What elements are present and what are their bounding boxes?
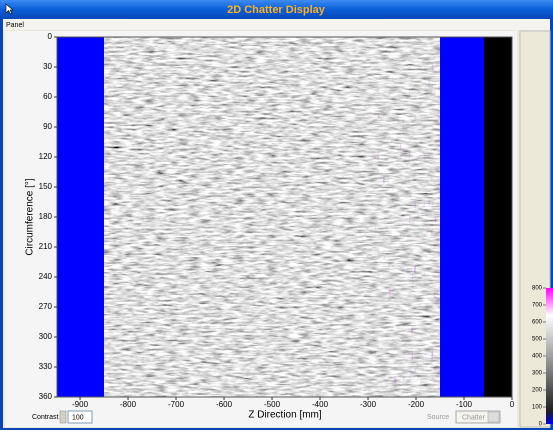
masked-region (57, 37, 104, 397)
title-bar (0, 0, 553, 19)
x-tick-label: -300 (360, 400, 377, 409)
y-tick-label: 180 (39, 212, 53, 221)
x-tick-label: 0 (510, 400, 515, 409)
source-value: Chatter (462, 414, 486, 421)
y-tick-label: 120 (39, 152, 53, 161)
y-tick-label: 240 (39, 272, 53, 281)
y-tick-label: 60 (43, 92, 52, 101)
y-tick-label: 30 (43, 62, 52, 71)
colorbar-tick-label: 600 (532, 320, 543, 326)
colorbar-tick-label: 100 (532, 405, 543, 411)
x-tick-label: -500 (264, 400, 281, 409)
x-tick-label: -800 (120, 400, 137, 409)
contrast-label: Contrast (32, 414, 59, 421)
x-tick-label: -900 (72, 400, 89, 409)
colorbar-tick-label: 700 (532, 303, 543, 309)
chatter-marks (375, 37, 440, 397)
y-tick-label: 150 (39, 182, 53, 191)
contrast-value: 100 (72, 414, 84, 421)
x-tick-label: -200 (408, 400, 425, 409)
image (57, 37, 512, 397)
y-tick-label: 360 (39, 392, 53, 401)
y-tick-label: 0 (48, 32, 53, 41)
colorbar-tick-label: 800 (532, 286, 543, 292)
x-tick-label: -600 (216, 400, 233, 409)
contrast-input[interactable] (67, 410, 93, 424)
side-panel (519, 30, 551, 428)
y-tick-label: 90 (43, 122, 52, 131)
colorbar-tick-label: 400 (532, 354, 543, 360)
source-label: Source (427, 414, 449, 421)
window-title: 2D Chatter Display (227, 4, 326, 16)
masked-region (484, 37, 512, 397)
dropdown-button[interactable] (487, 411, 500, 423)
menu-item[interactable]: Panel (6, 22, 24, 29)
colorbar-tick-label: 200 (532, 388, 543, 394)
spinner[interactable] (59, 410, 67, 424)
y-tick-label: 300 (39, 332, 53, 341)
x-tick-label: -100 (456, 400, 473, 409)
colorbar-tick-label: 500 (532, 337, 543, 343)
colorbar-tick-label: 0 (539, 422, 543, 428)
colorbar (546, 288, 553, 424)
y-tick-label: 270 (39, 302, 53, 311)
masked-region (440, 37, 484, 397)
x-axis-label: Z Direction [mm] (248, 410, 322, 421)
cursor (5, 3, 14, 15)
x-tick-label: -700 (168, 400, 185, 409)
menu-bar (3, 19, 550, 30)
y-tick-label: 330 (39, 362, 53, 371)
y-axis-label: Circumference [°] (25, 178, 36, 256)
y-tick-label: 210 (39, 242, 53, 251)
x-tick-label: -400 (312, 400, 329, 409)
colorbar-tick-label: 300 (532, 371, 543, 377)
